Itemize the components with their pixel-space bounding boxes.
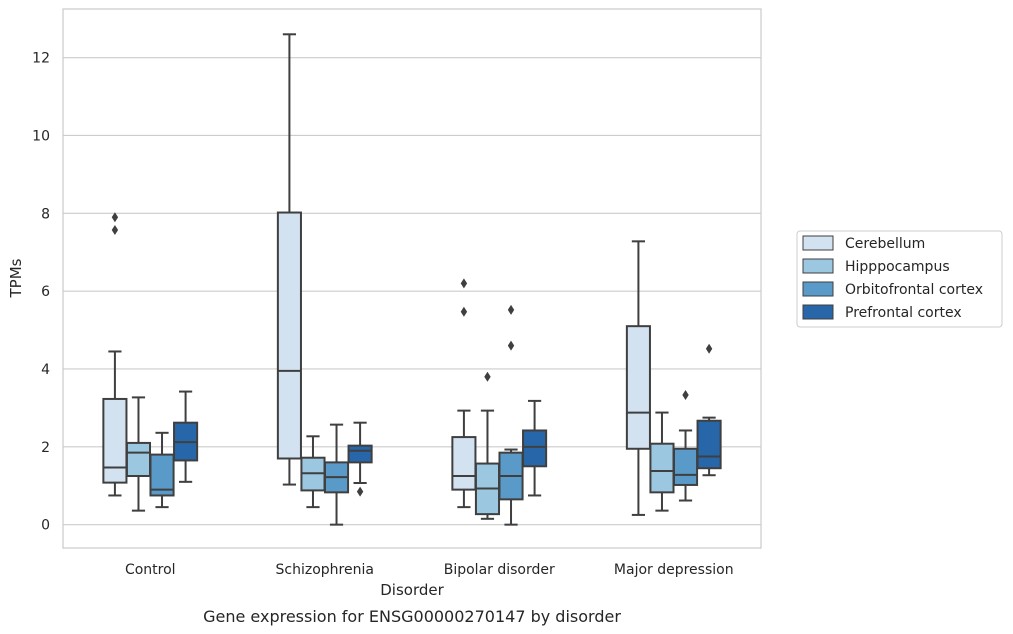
box-orbitofrontal-cortex-control bbox=[149, 431, 175, 509]
box-iqr bbox=[125, 441, 152, 478]
box-cerebellum-major-depression bbox=[625, 240, 651, 516]
outlier-point bbox=[460, 278, 468, 289]
legend-swatch bbox=[802, 235, 834, 251]
box-cerebellum-schizophrenia bbox=[276, 33, 302, 486]
box-orbitofrontal-cortex-bipolar-disorder bbox=[498, 304, 524, 526]
outlier-point bbox=[111, 225, 119, 236]
box-prefrontal-cortex-control bbox=[173, 390, 199, 483]
box-orbitofrontal-cortex-major-depression bbox=[672, 390, 699, 502]
box-orbitofrontal-cortex-schizophrenia bbox=[323, 423, 350, 526]
box-hipppocampus-control bbox=[125, 396, 152, 512]
x-tick-label: Bipolar disorder bbox=[444, 562, 555, 578]
legend-frame bbox=[796, 230, 1003, 328]
x-tick-label: Schizophrenia bbox=[276, 562, 374, 578]
y-tick-label: 0 bbox=[41, 518, 50, 534]
box-cerebellum-control bbox=[102, 212, 128, 497]
outlier-point bbox=[682, 390, 689, 401]
box-iqr bbox=[696, 419, 722, 470]
outlier-point bbox=[460, 306, 468, 317]
legend-swatch bbox=[802, 281, 834, 297]
chart-caption: Gene expression for ENSG00000270147 by d… bbox=[203, 607, 621, 626]
y-tick-label: 12 bbox=[32, 51, 50, 67]
box-iqr bbox=[276, 211, 302, 460]
box-iqr bbox=[102, 397, 128, 484]
x-tick-label: Major depression bbox=[614, 562, 734, 578]
y-tick-labels: 0 2 4 6 8 10 12 bbox=[32, 51, 50, 534]
x-axis-label: Disorder bbox=[380, 581, 444, 599]
box-prefrontal-cortex-major-depression bbox=[696, 343, 722, 477]
box-iqr bbox=[347, 444, 373, 464]
box-iqr bbox=[625, 325, 651, 450]
box-iqr bbox=[451, 436, 477, 491]
outlier-point bbox=[705, 343, 713, 354]
y-tick-label: 2 bbox=[41, 440, 50, 456]
y-tick-label: 6 bbox=[41, 284, 50, 300]
box-iqr bbox=[672, 447, 699, 486]
box-hipppocampus-major-depression bbox=[649, 411, 675, 512]
plot-area-frame bbox=[62, 8, 762, 549]
legend-label: Hipppocampus bbox=[845, 259, 950, 275]
y-axis-label: TPMs bbox=[7, 258, 25, 298]
legend: Cerebellum Hipppocampus Orbitofrontal cort… bbox=[796, 230, 1003, 328]
box-prefrontal-cortex-schizophrenia bbox=[347, 421, 373, 497]
y-tick-label: 8 bbox=[41, 206, 50, 222]
box-iqr bbox=[149, 453, 175, 497]
box-hipppocampus-bipolar-disorder bbox=[474, 371, 501, 520]
legend-label: Prefrontal cortex bbox=[845, 305, 962, 321]
outlier-point bbox=[111, 212, 119, 223]
x-tick-labels: Control Schizophrenia Bipolar disorder Majo… bbox=[125, 562, 734, 578]
y-tick-label: 10 bbox=[32, 128, 50, 144]
outlier-point bbox=[356, 486, 364, 497]
box-prefrontal-cortex-bipolar-disorder bbox=[522, 399, 548, 497]
box-iqr bbox=[522, 429, 548, 468]
box-iqr bbox=[649, 442, 675, 494]
legend-swatch bbox=[802, 258, 834, 274]
box-series bbox=[102, 33, 722, 526]
legend-label: Cerebellum bbox=[845, 236, 925, 252]
x-tick-label: Control bbox=[125, 562, 176, 578]
legend-swatch bbox=[802, 304, 834, 320]
outlier-point bbox=[484, 371, 491, 382]
legend-label: Orbitofrontal cortex bbox=[845, 282, 983, 298]
outlier-point bbox=[507, 304, 515, 315]
box-cerebellum-bipolar-disorder bbox=[451, 278, 477, 509]
outlier-point bbox=[507, 340, 515, 351]
y-tick-label: 4 bbox=[41, 362, 50, 378]
